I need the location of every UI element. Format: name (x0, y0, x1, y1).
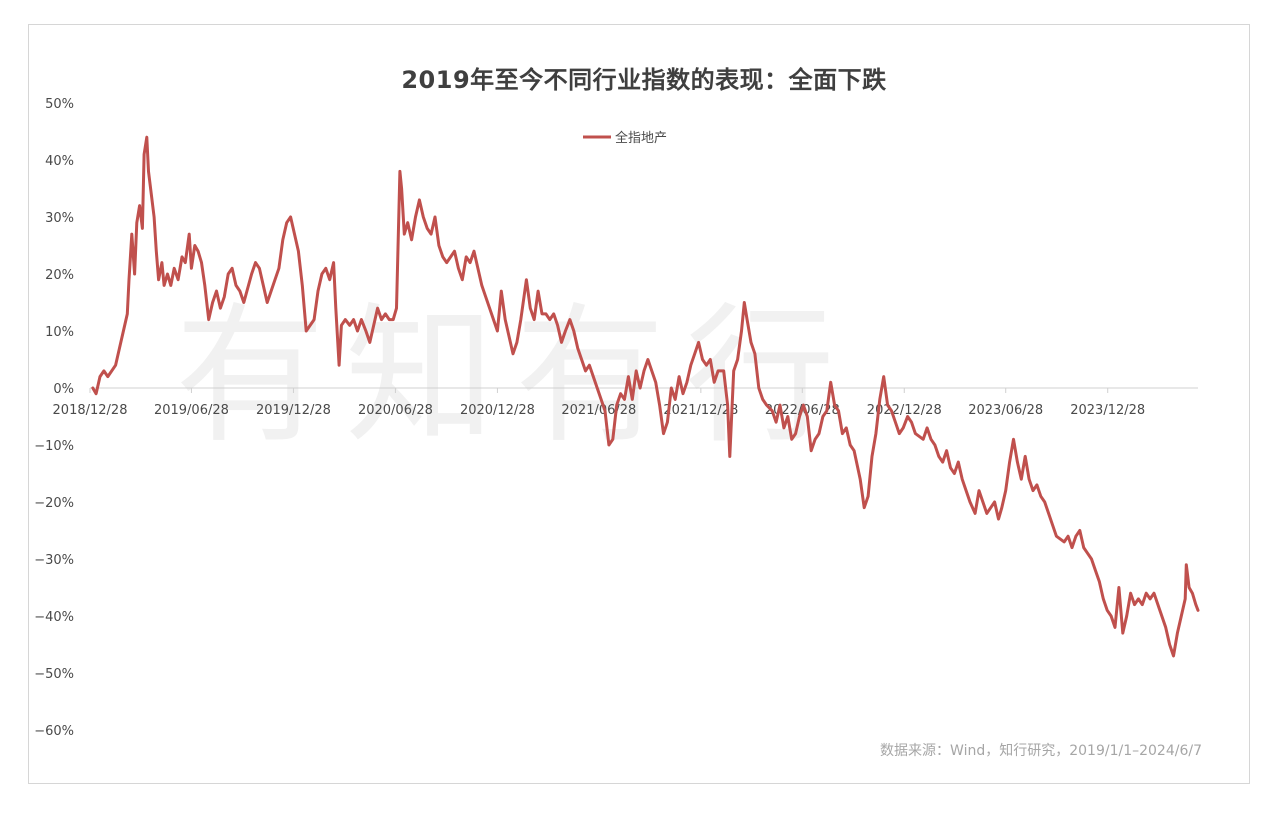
chart-frame (28, 24, 1250, 784)
y-tick-label: 20% (45, 268, 74, 283)
x-tick-label: 2023/12/28 (1070, 403, 1145, 418)
y-tick-label: 0% (53, 382, 74, 397)
legend-label: 全指地产 (615, 130, 667, 146)
y-tick-label: −40% (34, 610, 74, 625)
x-tick-label: 2019/12/28 (256, 403, 331, 418)
chart-title: 2019年至今不同行业指数的表现：全面下跌 (401, 66, 887, 94)
series-line (91, 135, 1200, 658)
legend: 全指地产 (583, 130, 667, 146)
y-tick-label: −30% (34, 553, 74, 568)
y-tick-label: 30% (45, 211, 74, 226)
y-tick-label: −20% (34, 496, 74, 511)
y-tick-label: −50% (34, 667, 74, 682)
y-tick-label: −10% (34, 439, 74, 454)
x-tick-label: 2020/12/28 (460, 403, 535, 418)
y-tick-label: 50% (45, 97, 74, 112)
y-tick-label: 40% (45, 154, 74, 169)
series-layer (91, 135, 1200, 658)
x-tick-label: 2020/06/28 (358, 403, 433, 418)
x-tick-label: 2021/06/28 (561, 403, 636, 418)
x-tick-label: 2021/12/28 (663, 403, 738, 418)
x-tick-label: 2019/06/28 (154, 403, 229, 418)
source-note: 数据来源：Wind，知行研究，2019/1/1–2024/6/7 (880, 743, 1202, 759)
y-tick-label: −60% (34, 724, 74, 739)
x-tick-label: 2023/06/28 (968, 403, 1043, 418)
axis-layer: 50% 40% 30% 20% 10% 0% −10% −20% −30% −40% −50% −60… (34, 97, 1198, 739)
x-tick-label: 2018/12/28 (53, 403, 128, 418)
x-tick-label: 2022/12/28 (867, 403, 942, 418)
y-tick-label: 10% (45, 325, 74, 340)
